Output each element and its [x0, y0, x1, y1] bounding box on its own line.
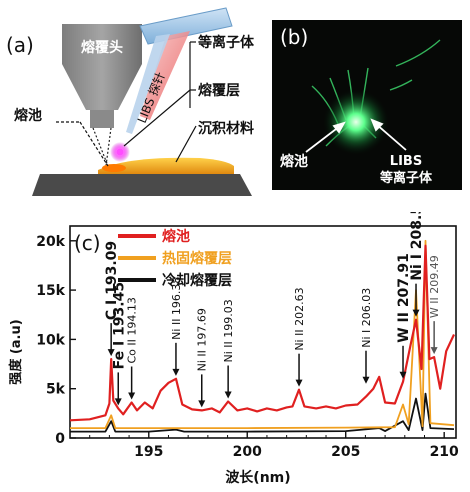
peak-label: W II 207.91	[396, 253, 412, 343]
peak-label: Ni II 196.38	[170, 277, 183, 340]
peak-arrow-head	[412, 309, 420, 317]
x-tick-label: 200	[233, 444, 262, 460]
peak-arrow-head	[362, 376, 370, 384]
cladding-layer	[98, 157, 234, 174]
photo-arrows	[305, 118, 407, 153]
photo-pool-label: 熔池	[280, 153, 308, 170]
axes: 195 200 205 210 0 5k 10k 15k 20k	[36, 234, 459, 460]
x-tick-label: 205	[331, 444, 360, 460]
peak-label: Co II 194.13	[126, 297, 139, 363]
peak-label: Fe I 193.45	[111, 282, 127, 369]
x-tick-label: 210	[430, 444, 459, 460]
cladding-layer-label: 熔覆层	[198, 82, 240, 99]
libs-probe	[126, 7, 233, 134]
melt-pool	[102, 164, 126, 172]
peak-arrow-head	[114, 398, 122, 406]
substrate	[32, 174, 252, 196]
series-group	[69, 239, 455, 433]
photo-libs-label: LIBS	[390, 154, 422, 169]
photo-panel: (b) 熔池 LIBS 等离子体	[272, 20, 462, 190]
legend-label: 热固熔覆层	[162, 250, 232, 267]
plasma-photo: (b) 熔池 LIBS 等离子体	[272, 20, 462, 190]
peak-label: Ni II 199.03	[222, 299, 235, 362]
y-tick-label: 5k	[46, 382, 66, 398]
legend-label: 冷却熔覆层	[162, 272, 232, 289]
cladding-head	[62, 24, 142, 128]
spectrum-panel: C I 193.09 Fe I 193.45 Co II 194.13 Ni II 1…	[0, 195, 470, 488]
label-leaders	[56, 41, 197, 167]
photo-plasma-label: 等离子体	[379, 170, 433, 186]
schematic-panel: (a) 熔覆头 LIBS 探针	[0, 0, 270, 212]
peak-label: Ni I 206.03	[360, 288, 373, 348]
peak-arrow-head	[224, 391, 232, 399]
peak-arrow-head	[399, 371, 407, 379]
peak-arrow-head	[295, 379, 303, 387]
peak-label: Ni I 208.57	[409, 212, 425, 281]
x-axis-title: 波长(nm)	[225, 469, 290, 486]
y-tick-label: 10k	[36, 332, 65, 348]
cladding-head-label: 熔覆头	[81, 39, 123, 56]
peak-label: Ni II 197.69	[196, 308, 209, 371]
legend-label: 熔池	[162, 228, 190, 245]
peak-arrow-head	[128, 392, 136, 400]
y-tick-label: 20k	[36, 234, 65, 250]
schematic-diagram: (a) 熔覆头 LIBS 探针	[6, 7, 255, 196]
y-tick-label: 0	[55, 431, 65, 447]
peak-label: C I 193.09	[104, 241, 120, 320]
peak-arrow-head	[172, 368, 180, 376]
panel-c-letter: (c)	[74, 231, 101, 255]
plasma-core	[116, 148, 124, 156]
peak-arrow-head	[198, 400, 206, 408]
melt-pool-label: 熔池	[14, 107, 42, 124]
plasma-glow-photo	[322, 88, 390, 156]
x-tick-label: 195	[134, 444, 163, 460]
y-axis-title: 强度 (a.u)	[8, 319, 24, 384]
deposit-material-label: 沉积材料	[198, 120, 254, 137]
series-line-1	[69, 244, 455, 422]
peak-arrow-head	[107, 349, 115, 357]
y-tick-label: 15k	[36, 283, 65, 299]
powder-stream	[92, 127, 112, 167]
panel-b-letter: (b)	[280, 25, 308, 49]
peak-arrow-head	[430, 347, 438, 355]
panel-a-letter: (a)	[6, 33, 34, 57]
peak-label: W II 209.49	[428, 255, 441, 318]
peak-label: Ni II 202.63	[293, 287, 306, 350]
plasma-label: 等离子体	[198, 34, 255, 51]
